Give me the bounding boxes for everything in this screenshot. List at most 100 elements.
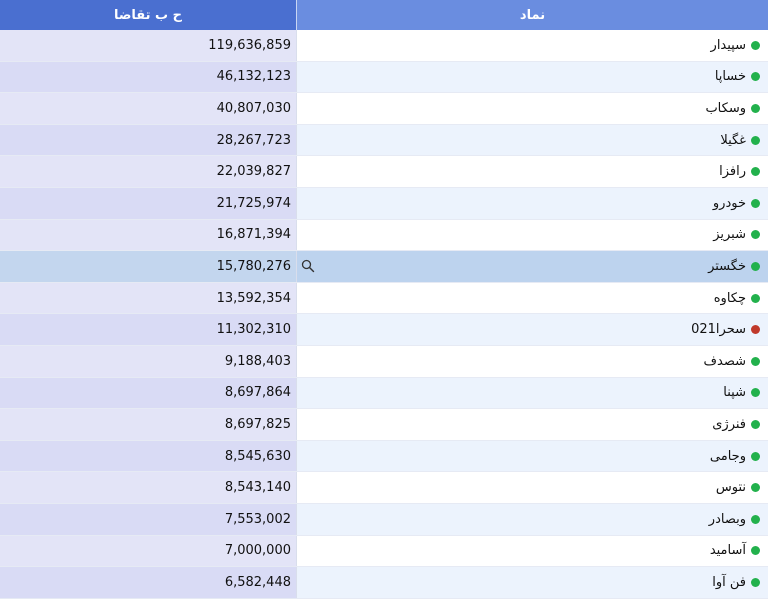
buy-volume-cell: 6,582,448	[0, 567, 297, 598]
symbol-label[interactable]: شصدف	[703, 353, 746, 369]
table-row[interactable]: 16,871,394 شبریز	[0, 219, 768, 252]
symbol-label[interactable]: وبصادر	[708, 511, 746, 527]
symbol-wrap: شصدف	[704, 354, 760, 369]
symbol-wrap: خگستر	[708, 259, 760, 274]
table-row[interactable]: 28,267,723 غگیلا	[0, 124, 768, 157]
symbol-wrap: خودرو	[713, 196, 760, 211]
symbol-wrap: رافزا	[719, 164, 760, 179]
buy-volume-cell: 8,545,630	[0, 440, 297, 472]
status-up-icon	[751, 72, 760, 82]
symbol-label[interactable]: سپیدار	[710, 37, 746, 53]
table-row[interactable]: 6,582,448 فن آوا	[0, 567, 768, 599]
buy-volume-cell: 28,267,723	[0, 124, 297, 156]
status-up-icon	[751, 388, 760, 398]
status-up-icon	[751, 167, 760, 177]
symbol-label[interactable]: غگیلا	[720, 132, 746, 148]
symbol-wrap: وجامی	[710, 449, 760, 464]
symbol-label[interactable]: خساپا	[714, 69, 746, 85]
table-row[interactable]: 13,592,354 چکاوه	[0, 282, 768, 315]
buy-volume-cell: 119,636,859	[0, 30, 297, 61]
symbol-label[interactable]: فنرژی	[712, 416, 746, 432]
symbol-label[interactable]: وجامی	[709, 448, 746, 464]
status-up-icon	[751, 546, 760, 556]
status-up-icon	[751, 261, 760, 271]
status-up-icon	[751, 356, 760, 366]
status-up-icon	[751, 103, 760, 113]
buy-volume-cell: 40,807,030	[0, 93, 297, 124]
symbol-wrap: فنرژی	[712, 417, 760, 432]
symbol-label[interactable]: خودرو	[712, 195, 746, 211]
symbol-cell[interactable]: وسکاب	[297, 93, 768, 124]
table-row[interactable]: 11,302,310 سحرا021	[0, 314, 768, 346]
symbol-cell[interactable]: نتوس	[297, 472, 768, 503]
symbol-wrap: شپنا	[723, 385, 760, 400]
symbol-cell[interactable]: چکاوه	[297, 282, 768, 314]
symbol-cell[interactable]: وبصادر	[297, 503, 768, 535]
table-row[interactable]: 119,636,859 سپیدار	[0, 30, 768, 62]
table-row[interactable]: 21,725,974 خودرو	[0, 187, 768, 220]
symbol-wrap: خساپا	[715, 69, 760, 84]
buy-volume-cell: 7,553,002	[0, 503, 297, 535]
symbol-cell[interactable]: سحرا021	[297, 314, 768, 345]
symbol-cell[interactable]: شصدف	[297, 345, 768, 377]
symbol-cell[interactable]: فن آوا	[297, 567, 768, 598]
symbol-wrap: سحرا021	[691, 322, 760, 337]
symbol-wrap: آسامید	[710, 543, 760, 558]
symbol-label[interactable]: فن آوا	[712, 574, 746, 590]
symbol-label[interactable]: وسکاب	[705, 100, 746, 116]
table-row[interactable]: 40,807,030 وسکاب	[0, 93, 768, 125]
table-row[interactable]: 46,132,123 خساپا	[0, 61, 768, 94]
column-header-buy-volume[interactable]: ح ب تقاضا	[0, 0, 297, 30]
symbol-label[interactable]: چکاوه	[713, 290, 746, 306]
symbol-cell[interactable]: شبریز	[297, 219, 768, 251]
buy-volume-cell: 46,132,123	[0, 61, 297, 93]
buy-volume-cell: 8,543,140	[0, 472, 297, 503]
table-row[interactable]: 22,039,827 رافزا	[0, 156, 768, 188]
symbol-cell[interactable]: خودرو	[297, 187, 768, 219]
symbol-wrap: چکاوه	[714, 291, 760, 306]
symbol-cell[interactable]: آسامید	[297, 535, 768, 567]
symbol-cell[interactable]: خگستر	[297, 251, 768, 282]
symbol-cell[interactable]: سپیدار	[297, 30, 768, 61]
table-row[interactable]: 7,553,002 وبصادر	[0, 503, 768, 536]
buy-volume-cell: 9,188,403	[0, 345, 297, 377]
buy-volume-cell: 16,871,394	[0, 219, 297, 251]
table-row[interactable]: 7,000,000 آسامید	[0, 535, 768, 568]
symbol-cell[interactable]: رافزا	[297, 156, 768, 187]
table-row[interactable]: 8,697,825 فنرژی	[0, 409, 768, 441]
status-up-icon	[751, 135, 760, 145]
buy-volume-cell: 15,780,276	[0, 251, 297, 282]
column-header-symbol[interactable]: نماد	[297, 0, 768, 30]
table-row[interactable]: 8,697,864 شپنا	[0, 377, 768, 410]
status-up-icon	[751, 198, 760, 208]
buy-volume-cell: 13,592,354	[0, 282, 297, 314]
symbol-wrap: وبصادر	[709, 512, 760, 527]
symbol-label[interactable]: سحرا021	[691, 322, 746, 338]
symbol-wrap: غگیلا	[720, 133, 760, 148]
symbol-wrap: شبریز	[713, 227, 760, 242]
status-up-icon	[751, 451, 760, 461]
buy-volume-cell: 11,302,310	[0, 314, 297, 345]
table-row[interactable]: 8,543,140 نتوس	[0, 472, 768, 504]
symbol-wrap: فن آوا	[712, 575, 760, 590]
symbol-cell[interactable]: فنرژی	[297, 409, 768, 440]
symbol-label[interactable]: شبریز	[713, 227, 746, 243]
symbol-label[interactable]: شپنا	[723, 385, 746, 401]
symbol-cell[interactable]: غگیلا	[297, 124, 768, 156]
search-icon[interactable]	[301, 259, 315, 273]
status-up-icon	[751, 293, 760, 303]
symbol-label[interactable]: رافزا	[719, 164, 746, 180]
table-row[interactable]: 8,545,630 وجامی	[0, 440, 768, 473]
table-row[interactable]: 15,780,276 خگستر	[0, 251, 768, 283]
status-up-icon	[751, 483, 760, 493]
symbol-wrap: وسکاب	[705, 101, 760, 116]
symbol-cell[interactable]: شپنا	[297, 377, 768, 409]
status-up-icon	[751, 40, 760, 50]
buy-volume-cell: 22,039,827	[0, 156, 297, 187]
symbol-label[interactable]: خگستر	[708, 258, 746, 274]
symbol-cell[interactable]: وجامی	[297, 440, 768, 472]
table-row[interactable]: 9,188,403 شصدف	[0, 345, 768, 378]
symbol-cell[interactable]: خساپا	[297, 61, 768, 93]
symbol-label[interactable]: آسامید	[709, 543, 746, 559]
symbol-label[interactable]: نتوس	[715, 480, 746, 496]
